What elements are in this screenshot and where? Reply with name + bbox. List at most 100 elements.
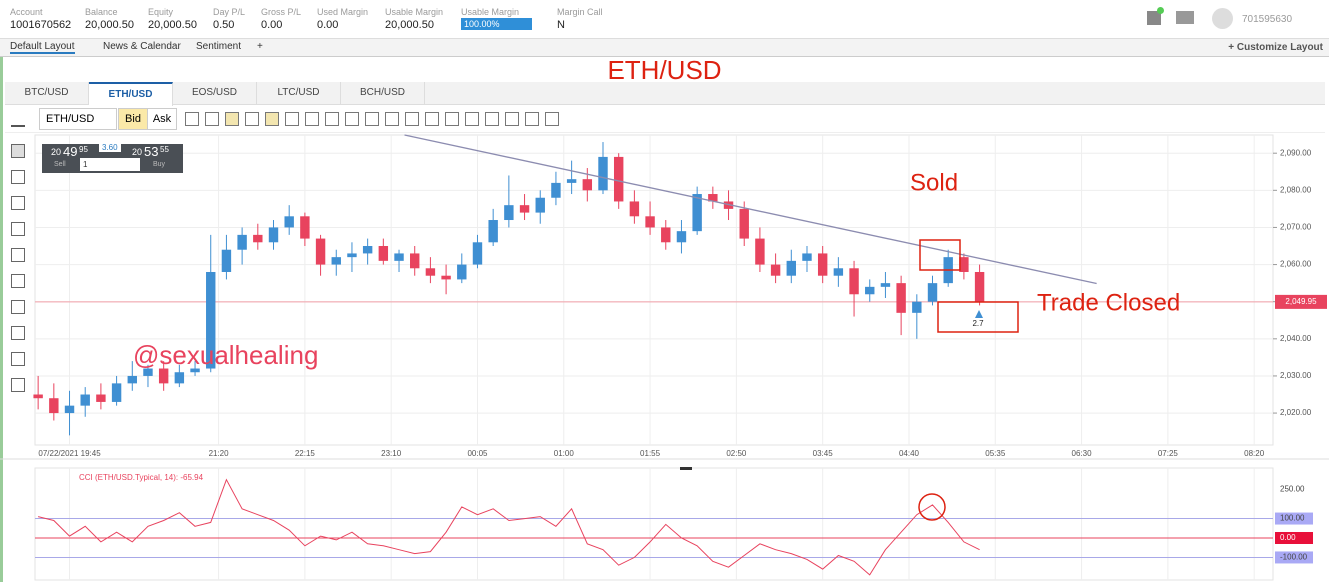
draw-tool[interactable] — [11, 378, 25, 392]
candle-body — [315, 238, 326, 265]
tool-icon[interactable] — [205, 112, 219, 126]
candle-body — [566, 179, 577, 183]
candle-body — [551, 182, 561, 198]
tool-icon[interactable] — [465, 112, 479, 126]
tool-icon[interactable] — [225, 112, 239, 126]
avatar[interactable] — [1212, 8, 1233, 29]
layout-tab[interactable]: + — [257, 41, 263, 52]
pane-handle — [680, 467, 692, 470]
tool-icon[interactable] — [485, 112, 499, 126]
buy-small[interactable]: 55 — [160, 145, 169, 154]
tool-icon[interactable] — [405, 112, 419, 126]
tool-icon[interactable] — [305, 112, 319, 126]
chart-title: ETH/USD — [607, 55, 722, 85]
x-tick-label: 01:00 — [554, 449, 575, 458]
candle-body — [582, 179, 593, 191]
draw-tool[interactable] — [11, 300, 25, 314]
draw-tool[interactable] — [11, 196, 25, 210]
tool-icon[interactable] — [445, 112, 459, 126]
draw-tool[interactable] — [11, 248, 25, 262]
tool-icon[interactable] — [325, 112, 339, 126]
field-label: Equity — [148, 7, 174, 17]
field-label: Usable Margin — [385, 7, 444, 17]
y-tick-label: 2,070.00 — [1280, 223, 1312, 232]
field-label: Margin Call — [557, 7, 603, 17]
layout-tab[interactable]: Sentiment — [196, 41, 242, 52]
candle-body — [645, 216, 655, 228]
sell-small[interactable]: 95 — [79, 145, 88, 154]
candle-body — [410, 253, 420, 269]
layout-tabs: Default Layout News & Calendar Sentiment + — [0, 39, 1329, 57]
field-value: 20,000.50 — [85, 19, 134, 31]
tool-icon[interactable] — [365, 112, 379, 126]
price-pane — [34, 134, 1274, 446]
draw-tool[interactable] — [11, 170, 25, 184]
candle-body — [755, 238, 765, 265]
candle-body — [535, 197, 545, 213]
candle-body — [661, 227, 671, 243]
candle-body — [49, 398, 59, 414]
candle-body — [802, 253, 812, 261]
candle-body — [174, 372, 185, 384]
annotation: Sold — [910, 169, 958, 196]
sell-big[interactable]: 20 — [51, 147, 62, 157]
buy-big[interactable]: 20 — [132, 147, 143, 157]
icon[interactable] — [1176, 11, 1194, 24]
layout-tab[interactable]: News & Calendar — [103, 41, 181, 52]
buy-mid[interactable]: 53 — [144, 144, 159, 159]
draw-tool[interactable] — [11, 352, 25, 366]
candle-body — [64, 405, 75, 414]
layout-tab[interactable]: Default Layout — [10, 41, 75, 54]
field-value: N — [557, 19, 565, 31]
x-tick-label: 01:55 — [640, 449, 661, 458]
tool-icon[interactable] — [425, 112, 439, 126]
candle-body — [676, 231, 687, 243]
candle-body — [347, 253, 357, 258]
tool-icon[interactable] — [285, 112, 299, 126]
candle-body — [880, 283, 891, 287]
candle-body — [629, 201, 640, 217]
symbol-tab[interactable]: LTC/USD — [257, 82, 341, 104]
candle-body — [708, 194, 718, 202]
tool-icon[interactable] — [265, 112, 279, 126]
candle-body — [927, 283, 938, 302]
symbol-select[interactable]: ETH/USD — [39, 108, 117, 130]
customize-layout[interactable]: + Customize Layout — [1228, 42, 1323, 53]
candle-body — [974, 271, 985, 302]
candle-body — [817, 253, 828, 276]
candle-body — [959, 257, 969, 272]
tool-icon[interactable] — [505, 112, 519, 126]
symbol-tab[interactable]: BTC/USD — [5, 82, 89, 104]
candle-body — [143, 368, 153, 376]
symbol-tab[interactable]: EOS/USD — [173, 82, 257, 104]
tool-icon[interactable] — [345, 112, 359, 126]
tool-icon[interactable] — [245, 112, 259, 126]
symbol-tab[interactable]: ETH/USD — [89, 82, 173, 106]
candle-body — [457, 264, 467, 280]
candle-body — [300, 216, 310, 239]
tool-icon[interactable] — [385, 112, 399, 126]
buy-label: Buy — [153, 161, 166, 168]
candle-body — [833, 268, 844, 276]
tool-icon[interactable] — [525, 112, 539, 126]
draw-tool[interactable] — [11, 274, 25, 288]
symbol-tab[interactable]: BCH/USD — [341, 82, 425, 104]
candle-body — [692, 194, 702, 232]
annotation: @sexualhealing — [133, 340, 318, 370]
drawing-tools — [5, 138, 33, 398]
candle-body — [425, 268, 436, 276]
ask-button[interactable]: Ask — [147, 108, 177, 130]
draw-tool[interactable] — [11, 326, 25, 340]
draw-tool[interactable] — [11, 144, 25, 158]
y-tick-label: -100.00 — [1280, 553, 1308, 562]
tool-icon[interactable] — [185, 112, 199, 126]
field-label: Usable Margin — [461, 7, 520, 17]
icon[interactable] — [1147, 11, 1161, 25]
bid-button[interactable]: Bid — [118, 108, 148, 130]
tool-icon[interactable] — [545, 112, 559, 126]
user-id[interactable]: 701595630 — [1242, 14, 1293, 25]
qty[interactable]: 1 — [80, 158, 140, 171]
draw-tool[interactable] — [11, 222, 25, 236]
sell-mid[interactable]: 49 — [63, 144, 78, 159]
icon[interactable] — [11, 113, 25, 127]
